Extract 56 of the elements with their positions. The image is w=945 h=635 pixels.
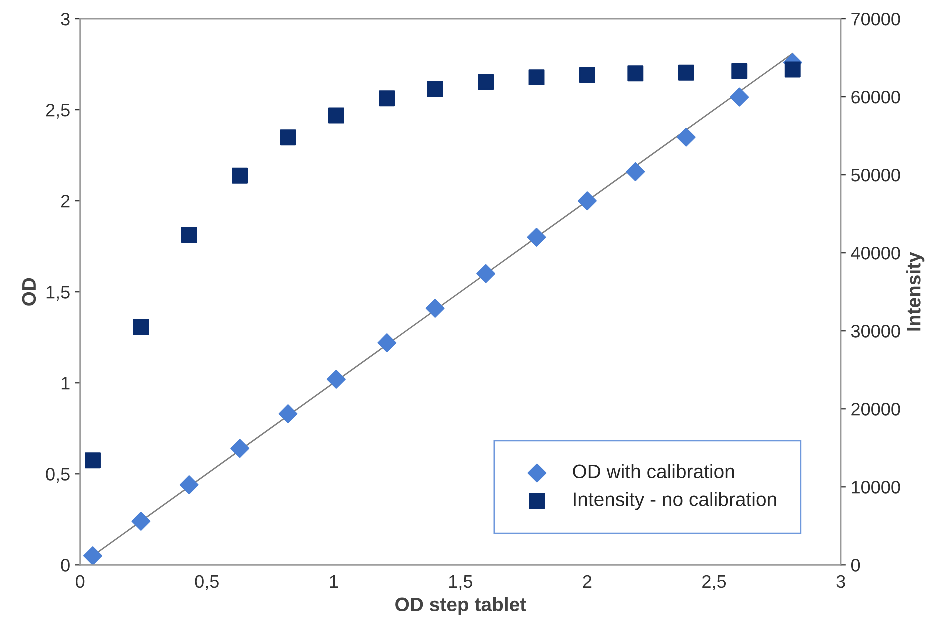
point xyxy=(180,476,199,495)
y2-tick-label: 70000 xyxy=(852,12,900,26)
point xyxy=(181,227,198,244)
point xyxy=(478,74,494,90)
y-tick-label: 1,5 xyxy=(46,286,70,301)
x-tick-label: 1,5 xyxy=(450,576,472,590)
y2-axis-title: Intensity xyxy=(906,252,925,331)
point xyxy=(379,90,396,107)
point xyxy=(84,546,102,566)
y2-tick-label: 50000 xyxy=(851,169,900,182)
y-axis-title: OD xyxy=(22,278,36,306)
legend-label: Intensity - no calibration xyxy=(574,492,776,510)
point xyxy=(328,108,344,124)
point xyxy=(230,439,250,458)
legend-label: OD with calibration xyxy=(573,464,734,479)
x-tick-label: 3 xyxy=(836,575,846,588)
y-tick-label: 2,5 xyxy=(46,104,70,119)
point xyxy=(732,63,748,80)
point xyxy=(628,66,644,82)
point xyxy=(578,192,597,211)
point xyxy=(527,228,546,247)
y-tick-label: 2 xyxy=(61,195,70,208)
y2-tick-label: 0 xyxy=(851,559,860,572)
point xyxy=(579,67,596,84)
point xyxy=(232,168,248,184)
point xyxy=(326,370,346,389)
y2-tick-label: 30000 xyxy=(851,325,900,338)
x-tick-label: 0,5 xyxy=(195,575,219,590)
y-tick-label: 0,5 xyxy=(46,468,70,483)
point xyxy=(85,452,101,469)
point xyxy=(626,162,646,182)
point xyxy=(278,404,298,424)
point xyxy=(132,512,151,531)
point xyxy=(426,299,445,318)
point xyxy=(678,64,694,81)
point xyxy=(378,334,397,353)
point xyxy=(730,88,750,107)
y2-tick-label: 10000 xyxy=(852,481,900,494)
y-tick-label: 3 xyxy=(61,12,70,26)
x-tick-label: 2 xyxy=(583,575,592,588)
point xyxy=(528,70,545,86)
point xyxy=(476,264,496,284)
y-tick-label: 0 xyxy=(61,559,70,572)
point xyxy=(133,319,150,336)
x-tick-label: 2,5 xyxy=(702,575,726,590)
point xyxy=(427,81,444,98)
x-tick-label: 1 xyxy=(330,576,338,588)
y2-tick-label: 40000 xyxy=(851,247,900,260)
y2-tick-label: 60000 xyxy=(852,91,900,104)
x-tick-label: 0 xyxy=(76,575,85,588)
y-tick-label: 1 xyxy=(62,377,70,390)
point xyxy=(676,128,696,147)
y2-tick-label: 20000 xyxy=(852,403,900,416)
point xyxy=(280,130,296,146)
point xyxy=(784,62,801,78)
x-axis-title: OD step tablet xyxy=(396,597,526,616)
